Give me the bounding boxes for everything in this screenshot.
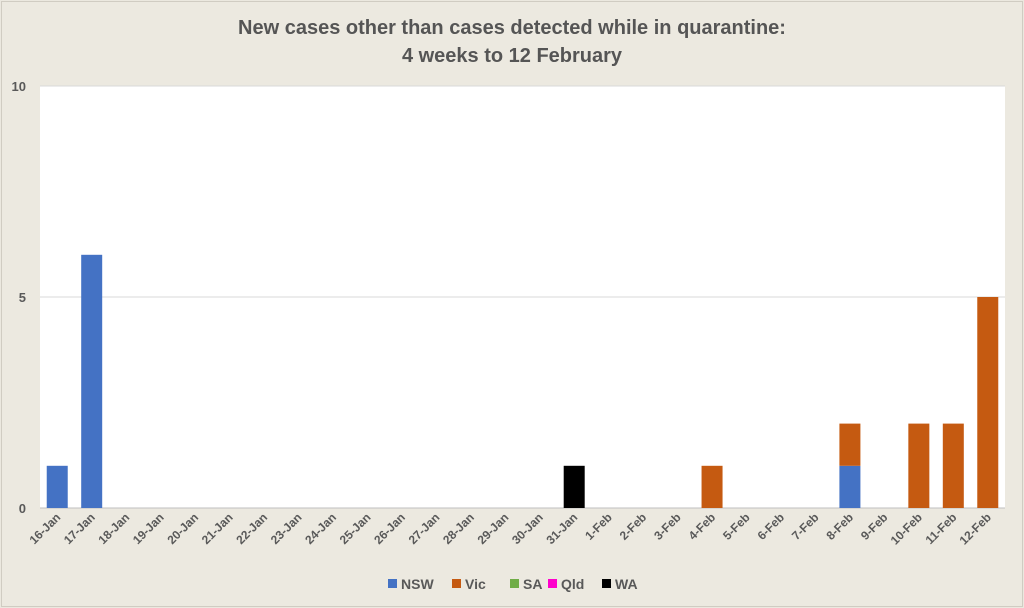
x-tick-label: 18-Jan	[95, 510, 132, 547]
x-tick-label: 4-Feb	[686, 510, 719, 543]
x-tick-label: 31-Jan	[544, 510, 581, 547]
legend-swatch-qld	[548, 579, 557, 588]
x-tick-label: 8-Feb	[823, 510, 856, 543]
x-tick-label: 21-Jan	[199, 510, 236, 547]
x-tick-label: 5-Feb	[720, 510, 753, 543]
x-tick-label: 26-Jan	[371, 510, 408, 547]
legend-swatch-nsw	[388, 579, 397, 588]
x-tick-label: 22-Jan	[233, 510, 270, 547]
legend-swatch-vic	[452, 579, 461, 588]
x-tick-label: 10-Feb	[888, 510, 925, 547]
legend-label-sa: SA	[523, 576, 542, 592]
x-tick-label: 23-Jan	[268, 510, 305, 547]
x-tick-label: 9-Feb	[858, 510, 891, 543]
legend-label-qld: Qld	[561, 576, 584, 592]
x-tick-label: 25-Jan	[337, 510, 374, 547]
bar-vic	[701, 465, 723, 508]
x-tick-label: 12-Feb	[957, 510, 994, 547]
x-tick-label: 6-Feb	[755, 510, 788, 543]
x-tick-label: 20-Jan	[164, 510, 201, 547]
legend-swatch-wa	[602, 579, 611, 588]
bar-nsw	[81, 254, 103, 508]
x-tick-label: 1-Feb	[582, 510, 615, 543]
x-tick-label: 3-Feb	[651, 510, 684, 543]
legend-label-wa: WA	[615, 576, 638, 592]
x-tick-label: 30-Jan	[509, 510, 546, 547]
bar-nsw	[46, 465, 68, 508]
x-tick-label: 2-Feb	[617, 510, 650, 543]
x-tick-label: 29-Jan	[475, 510, 512, 547]
y-tick-label: 0	[19, 501, 26, 516]
bar-vic	[839, 423, 861, 466]
legend-swatch-sa	[510, 579, 519, 588]
legend-label-vic: Vic	[465, 576, 486, 592]
bar-wa	[563, 465, 585, 508]
x-tick-label: 17-Jan	[61, 510, 98, 547]
x-tick-label: 7-Feb	[789, 510, 822, 543]
y-tick-label: 10	[12, 79, 26, 94]
legend-label-nsw: NSW	[401, 576, 434, 592]
x-tick-label: 28-Jan	[440, 510, 477, 547]
y-tick-label: 5	[19, 290, 26, 305]
bar-vic	[977, 297, 999, 508]
bar-nsw	[839, 465, 861, 508]
bar-vic	[908, 423, 930, 508]
x-tick-label: 11-Feb	[923, 510, 960, 547]
x-tick-label: 19-Jan	[130, 510, 167, 547]
bar-vic	[942, 423, 964, 508]
x-tick-label: 24-Jan	[302, 510, 339, 547]
chart-title: New cases other than cases detected whil…	[0, 14, 1024, 70]
x-tick-label: 16-Jan	[27, 510, 64, 547]
x-tick-label: 27-Jan	[406, 510, 443, 547]
chart-title-line1: New cases other than cases detected whil…	[238, 17, 786, 39]
chart-subtitle: 4 weeks to 12 February	[401, 45, 623, 67]
